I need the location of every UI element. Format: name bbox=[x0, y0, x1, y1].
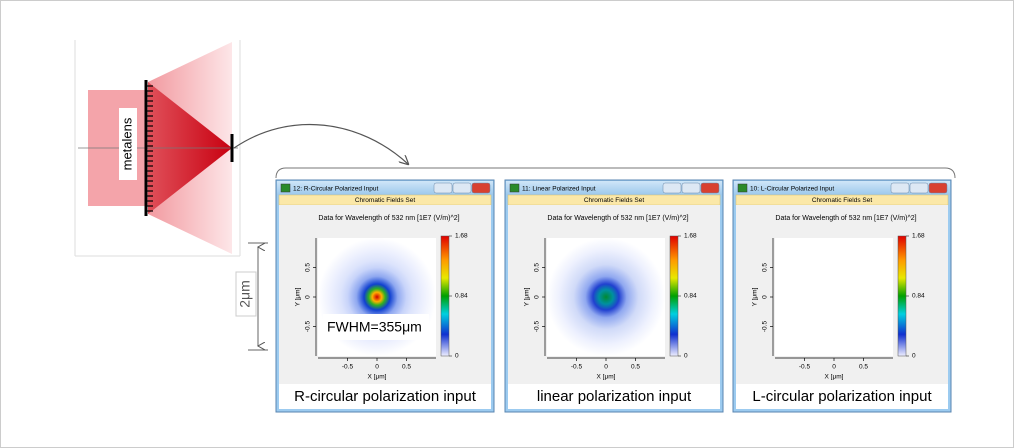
window-title: 10: L-Circular Polarized Input bbox=[750, 186, 834, 193]
y-tick-label: -0.5 bbox=[762, 321, 769, 333]
brace bbox=[276, 168, 955, 178]
caption: R-circular polarization input bbox=[294, 388, 477, 405]
plot-header: Data for Wavelength of 532 nm [1E7 (V/m)… bbox=[547, 215, 688, 222]
y-tick-label: -0.5 bbox=[534, 321, 541, 333]
y-axis-label: Y [μm] bbox=[752, 287, 759, 306]
y-tick-label: 0.5 bbox=[534, 263, 541, 272]
window-icon bbox=[738, 184, 747, 192]
x-axis-label: X [μm] bbox=[597, 374, 616, 381]
y-axis-label: Y [μm] bbox=[295, 287, 302, 306]
minimize-button[interactable] bbox=[663, 183, 681, 193]
colorbar-tick-label: 0.84 bbox=[684, 293, 697, 300]
x-tick-label: -0.5 bbox=[799, 364, 811, 371]
window: 11: Linear Polarized Input Chromatic Fiel… bbox=[505, 180, 723, 412]
close-button[interactable] bbox=[929, 183, 947, 193]
y-axis-label: Y [μm] bbox=[524, 287, 531, 306]
x-axis-label: X [μm] bbox=[825, 374, 844, 381]
x-tick-label: 0 bbox=[604, 364, 608, 371]
toolbar-label: Chromatic Fields Set bbox=[355, 197, 416, 204]
toolbar-label: Chromatic Fields Set bbox=[812, 197, 873, 204]
caption: linear polarization input bbox=[537, 388, 692, 405]
toolbar-label: Chromatic Fields Set bbox=[584, 197, 645, 204]
y-tick-label: 0 bbox=[762, 295, 769, 299]
window-title: 11: Linear Polarized Input bbox=[522, 186, 596, 193]
x-axis-label: X [μm] bbox=[368, 374, 387, 381]
x-tick-label: 0.5 bbox=[402, 364, 411, 371]
window-icon bbox=[510, 184, 519, 192]
y-tick-label: 0 bbox=[534, 295, 541, 299]
colorbar-tick-label: 0.84 bbox=[455, 293, 468, 300]
x-tick-label: 0 bbox=[832, 364, 836, 371]
colorbar bbox=[441, 236, 449, 356]
x-tick-label: 0.5 bbox=[859, 364, 868, 371]
colorbar bbox=[898, 236, 906, 356]
plot-header: Data for Wavelength of 532 nm [1E7 (V/m)… bbox=[318, 215, 459, 222]
close-button[interactable] bbox=[701, 183, 719, 193]
y-tick-label: 0.5 bbox=[762, 263, 769, 272]
plot-area bbox=[547, 238, 665, 356]
y-tick-label: -0.5 bbox=[305, 321, 312, 333]
window-icon bbox=[281, 184, 290, 192]
scale-label: 2μm bbox=[237, 280, 253, 308]
colorbar-tick-label: 1.68 bbox=[684, 233, 697, 240]
plot-area bbox=[775, 238, 893, 356]
window: 12: R-Circular Polarized Input Chromatic … bbox=[276, 180, 494, 412]
figure: metalens 2μm 12: R-Circular Polarized In… bbox=[0, 0, 1014, 448]
annotation: FWHM=355μm bbox=[327, 319, 422, 335]
maximize-button[interactable] bbox=[910, 183, 928, 193]
maximize-button[interactable] bbox=[682, 183, 700, 193]
minimize-button[interactable] bbox=[891, 183, 909, 193]
x-tick-label: -0.5 bbox=[571, 364, 583, 371]
x-tick-label: 0 bbox=[375, 364, 379, 371]
minimize-button[interactable] bbox=[434, 183, 452, 193]
window-title: 12: R-Circular Polarized Input bbox=[293, 186, 378, 193]
colorbar-tick-label: 0 bbox=[912, 353, 916, 360]
colorbar-tick-label: 0 bbox=[455, 353, 459, 360]
plot-header: Data for Wavelength of 532 nm [1E7 (V/m)… bbox=[775, 215, 916, 222]
maximize-button[interactable] bbox=[453, 183, 471, 193]
y-tick-label: 0 bbox=[305, 295, 312, 299]
colorbar-tick-label: 0.84 bbox=[912, 293, 925, 300]
y-tick-label: 0.5 bbox=[305, 263, 312, 272]
window: 10: L-Circular Polarized Input Chromatic … bbox=[733, 180, 951, 412]
close-button[interactable] bbox=[472, 183, 490, 193]
colorbar-tick-label: 1.68 bbox=[455, 233, 468, 240]
x-tick-label: -0.5 bbox=[342, 364, 354, 371]
caption: L-circular polarization input bbox=[752, 388, 932, 405]
x-tick-label: 0.5 bbox=[631, 364, 640, 371]
lens-label: metalens bbox=[119, 117, 134, 170]
colorbar-tick-label: 1.68 bbox=[912, 233, 925, 240]
colorbar bbox=[670, 236, 678, 356]
colorbar-tick-label: 0 bbox=[684, 353, 688, 360]
scale-bar: 2μm bbox=[236, 243, 268, 350]
